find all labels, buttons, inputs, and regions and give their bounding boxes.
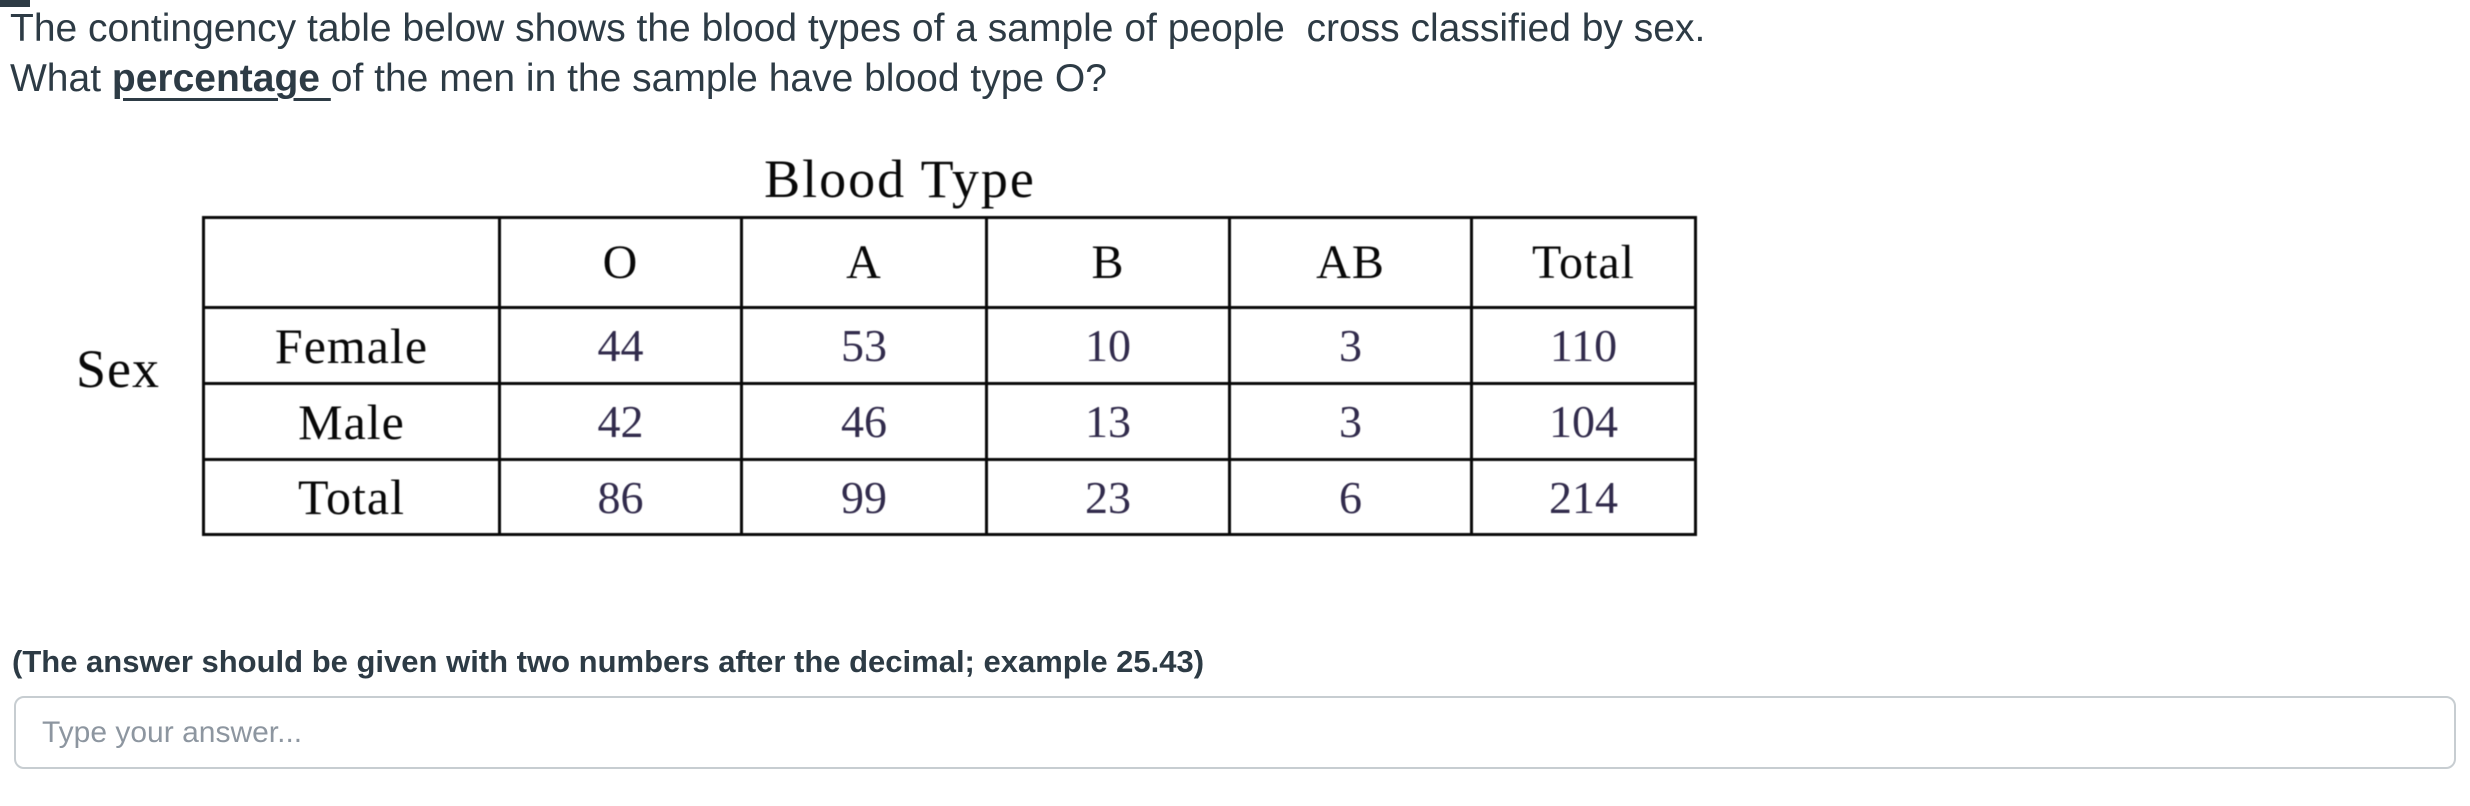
cell-total-AB: 6 (1228, 458, 1473, 536)
cell-total-O: 86 (498, 458, 743, 536)
contingency-table-image: Blood Type Sex O A B AB Total Female 44 … (0, 140, 1780, 580)
row-label-female: Female (202, 306, 501, 385)
cell-male-AB: 3 (1228, 382, 1473, 461)
question-line2-prefix: What (10, 57, 112, 100)
cell-female-total: 110 (1470, 306, 1697, 385)
table-row-total: Total 86 99 23 6 214 (202, 458, 1697, 536)
table-row-male: Male 42 46 13 3 104 (202, 382, 1697, 461)
table-caption-blood-type: Blood Type (764, 149, 1036, 209)
table-row-axis-label-sex: Sex (76, 339, 160, 399)
question-line2-suffix: of the men in the sample have blood type… (330, 57, 1107, 100)
table-header-row: O A B AB Total (202, 216, 1697, 309)
question-line1: The contingency table below shows the bl… (10, 7, 1706, 50)
table-corner-blank (202, 216, 501, 309)
cell-female-O: 44 (498, 306, 743, 385)
col-header-Total: Total (1470, 216, 1697, 309)
cell-total-B: 23 (985, 458, 1231, 536)
cell-male-O: 42 (498, 382, 743, 461)
col-header-A: A (740, 216, 988, 309)
cell-female-A: 53 (740, 306, 988, 385)
col-header-O: O (498, 216, 743, 309)
contingency-table: O A B AB Total Female 44 53 10 3 110 Mal… (202, 216, 1697, 536)
cell-total-total: 214 (1470, 458, 1697, 536)
col-header-AB: AB (1228, 216, 1473, 309)
cell-female-B: 10 (985, 306, 1231, 385)
question-emphasis-percentage: percentage (111, 57, 331, 100)
row-label-total: Total (202, 458, 501, 536)
cell-male-A: 46 (740, 382, 988, 461)
col-header-B: B (985, 216, 1231, 309)
cell-female-AB: 3 (1228, 306, 1473, 385)
cell-male-total: 104 (1470, 382, 1697, 461)
top-left-crop-mark (0, 0, 30, 7)
table-row-female: Female 44 53 10 3 110 (202, 306, 1697, 385)
question-text: The contingency table below shows the bl… (10, 4, 2310, 104)
answer-input[interactable] (14, 696, 2456, 769)
cell-total-A: 99 (740, 458, 988, 536)
row-label-male: Male (202, 382, 501, 461)
cell-male-B: 13 (985, 382, 1231, 461)
answer-format-instruction: (The answer should be given with two num… (12, 644, 1205, 679)
